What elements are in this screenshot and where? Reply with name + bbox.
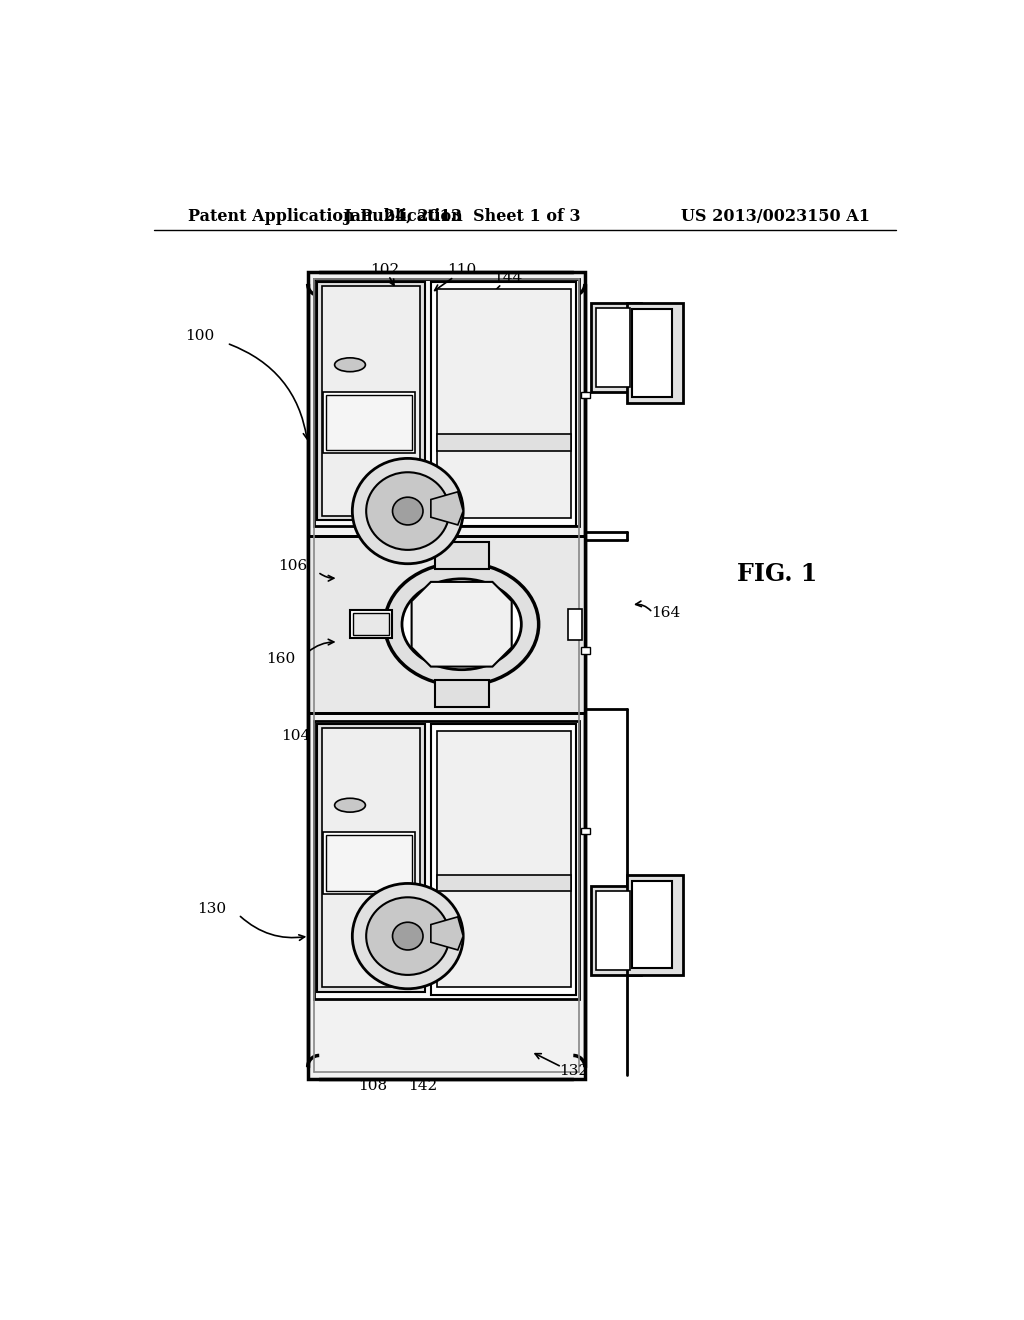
Bar: [581, 829, 590, 834]
Text: 142: 142: [409, 1080, 438, 1093]
Bar: [313, 279, 579, 527]
Ellipse shape: [352, 458, 463, 564]
Bar: [591, 304, 641, 392]
Text: Jan. 24, 2013  Sheet 1 of 3: Jan. 24, 2013 Sheet 1 of 3: [343, 207, 581, 224]
Bar: [323, 392, 416, 453]
Bar: [322, 729, 420, 987]
Ellipse shape: [352, 883, 463, 989]
Bar: [628, 874, 683, 974]
Bar: [628, 304, 683, 404]
Bar: [591, 886, 641, 974]
Bar: [596, 891, 631, 970]
Bar: [437, 731, 571, 987]
Ellipse shape: [367, 473, 450, 550]
Bar: [632, 309, 672, 397]
Bar: [632, 880, 672, 969]
Text: US 2013/0023150 A1: US 2013/0023150 A1: [681, 207, 869, 224]
Bar: [307, 272, 585, 1078]
Polygon shape: [431, 492, 463, 525]
Text: 144: 144: [494, 271, 522, 285]
Ellipse shape: [335, 799, 366, 812]
Ellipse shape: [392, 498, 423, 525]
Bar: [326, 836, 413, 891]
Bar: [353, 614, 389, 635]
Text: 130: 130: [197, 902, 226, 916]
Bar: [435, 543, 488, 569]
Bar: [431, 723, 575, 995]
Bar: [431, 281, 575, 525]
Text: 110: 110: [447, 263, 476, 277]
Bar: [307, 536, 585, 713]
Text: 102: 102: [370, 263, 399, 277]
Bar: [323, 832, 416, 894]
Polygon shape: [431, 917, 463, 950]
Bar: [326, 395, 413, 450]
Text: 108: 108: [358, 1080, 388, 1093]
Bar: [316, 281, 425, 520]
Bar: [316, 723, 425, 991]
Bar: [313, 721, 579, 999]
Text: 164: 164: [651, 606, 680, 619]
Ellipse shape: [385, 562, 539, 686]
Text: 160: 160: [266, 652, 295, 665]
Bar: [437, 874, 571, 891]
Bar: [437, 434, 571, 451]
Ellipse shape: [392, 923, 423, 950]
Polygon shape: [412, 582, 512, 667]
Text: 106: 106: [278, 560, 307, 573]
Bar: [322, 286, 420, 516]
Ellipse shape: [335, 358, 366, 372]
Text: FIG. 1: FIG. 1: [737, 562, 817, 586]
Text: 104: 104: [282, 729, 310, 743]
Ellipse shape: [402, 578, 521, 669]
Bar: [437, 289, 571, 517]
Bar: [568, 609, 582, 640]
Ellipse shape: [367, 898, 450, 975]
Bar: [596, 308, 631, 387]
Bar: [581, 647, 590, 653]
Bar: [350, 610, 392, 638]
Bar: [581, 392, 590, 397]
Bar: [435, 680, 488, 706]
Text: Patent Application Publication: Patent Application Publication: [188, 207, 463, 224]
Text: 132: 132: [559, 1064, 588, 1078]
Text: 100: 100: [185, 329, 214, 342]
